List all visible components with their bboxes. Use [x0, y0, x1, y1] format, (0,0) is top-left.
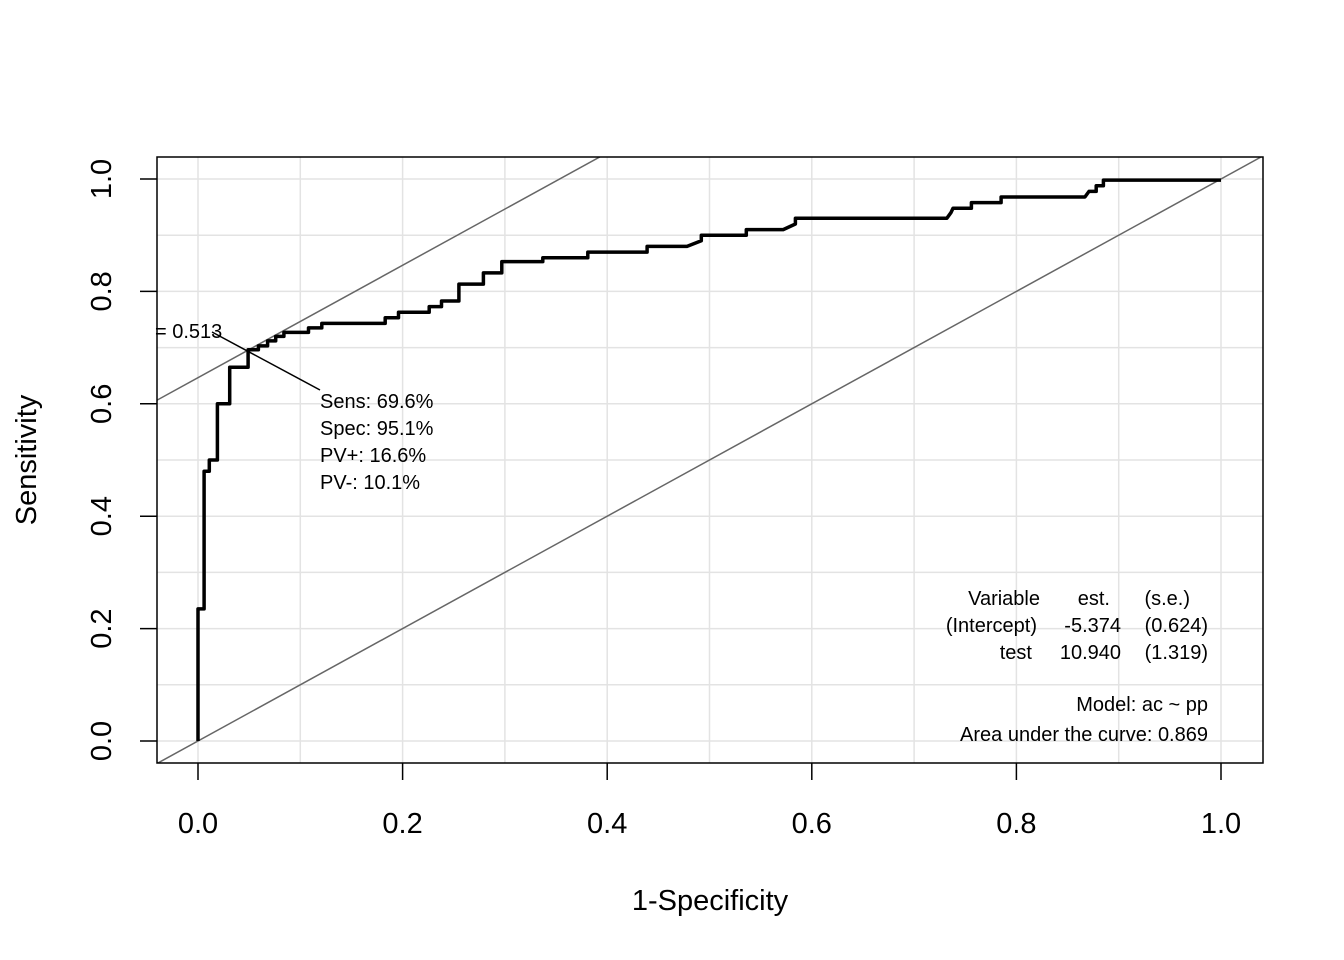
x-tick-label: 1.0: [1201, 808, 1241, 840]
reference-diagonal: [157, 157, 1263, 763]
x-axis-title: 1-Specificity: [632, 885, 789, 917]
table-header-variable: Variable: [968, 588, 1040, 610]
table-row-intercept-name: (Intercept): [946, 615, 1037, 637]
ppv-label: PV+: 16.6%: [320, 445, 426, 467]
table-header-se: (s.e.): [1144, 588, 1190, 610]
table-header-est: est.: [1078, 588, 1110, 610]
x-tick-label: 0.2: [382, 808, 422, 840]
x-tick-label: 0.8: [996, 808, 1036, 840]
y-tick-label: 0.6: [86, 384, 118, 424]
x-tick-label: 0.0: [178, 808, 218, 840]
y-tick-label: 0.8: [86, 271, 118, 311]
sensitivity-label: Sens: 69.6%: [320, 391, 434, 413]
x-axis: 0.0 0.2 0.4 0.6 0.8 1.0: [178, 763, 1241, 840]
roc-curve: [196, 178, 1221, 741]
npv-label-text: PV-: 10.1%: [320, 472, 420, 494]
model-table: Variable est. (s.e.) (Intercept) -5.374 …: [946, 588, 1208, 746]
grid-lines: [157, 157, 1263, 763]
plot-frame: [156, 156, 1264, 764]
table-row-intercept-se: (0.624): [1145, 615, 1208, 637]
y-tick-label: 0.4: [86, 496, 118, 536]
y-tick-label: 0.2: [86, 608, 118, 648]
y-tick-label: 1.0: [86, 159, 118, 199]
cutoff-label: = 0.513: [155, 321, 222, 343]
x-tick-label: 0.4: [587, 808, 627, 840]
table-row-test-name: test: [1000, 642, 1033, 664]
specificity-label: Spec: 95.1%: [320, 418, 434, 440]
model-formula: Model: ac ~ pp: [1076, 694, 1208, 716]
x-tick-label: 0.6: [792, 808, 832, 840]
y-axis: 0.0 0.2 0.4 0.6 0.8 1.0: [86, 159, 157, 761]
auc-label: Area under the curve: 0.869: [960, 724, 1208, 746]
y-tick-label: 0.0: [86, 721, 118, 761]
table-row-test-est: 10.940: [1060, 642, 1121, 664]
table-row-intercept-est: -5.374: [1064, 615, 1121, 637]
tangent-line: [157, 157, 602, 401]
y-axis-title: Sensitivity: [11, 394, 43, 525]
annotation-pointer: [211, 331, 321, 391]
table-row-test-se: (1.319): [1145, 642, 1208, 664]
